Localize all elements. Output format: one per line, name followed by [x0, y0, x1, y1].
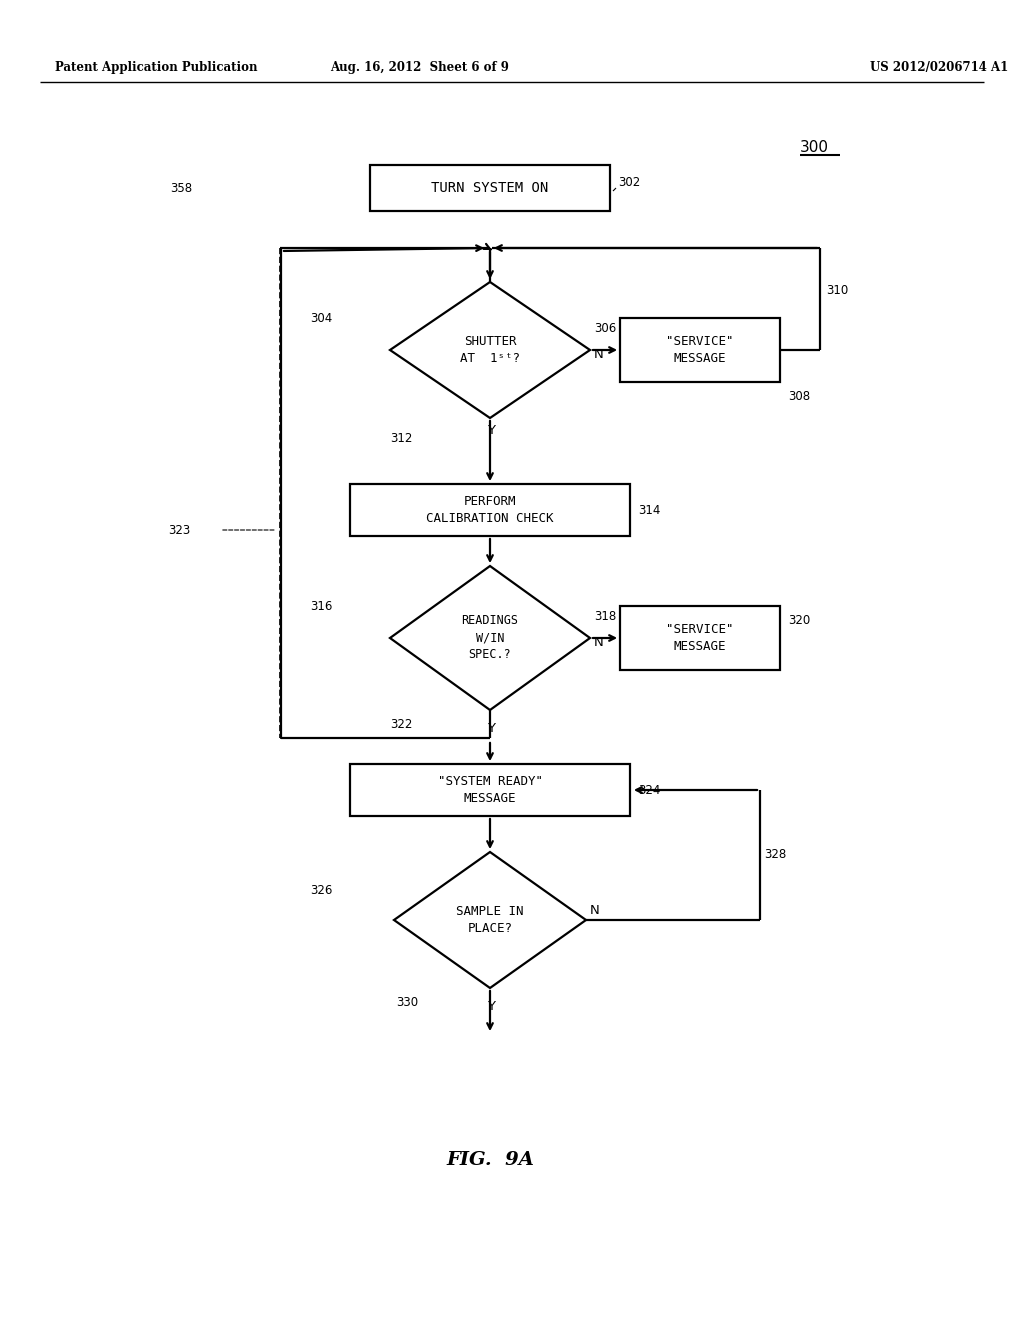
- Text: 312: 312: [390, 432, 413, 445]
- Text: US 2012/0206714 A1: US 2012/0206714 A1: [870, 62, 1009, 74]
- Bar: [370, 165, 610, 211]
- Text: 358: 358: [170, 181, 193, 194]
- Text: 302: 302: [618, 176, 640, 189]
- Text: 310: 310: [826, 284, 848, 297]
- Text: N: N: [594, 635, 604, 648]
- Text: 324: 324: [638, 784, 660, 796]
- Text: N: N: [590, 903, 600, 916]
- Polygon shape: [394, 851, 586, 987]
- Text: Y: Y: [487, 424, 495, 437]
- Text: 308: 308: [788, 389, 810, 403]
- Text: "SERVICE"
MESSAGE: "SERVICE" MESSAGE: [667, 623, 734, 653]
- Text: Patent Application Publication: Patent Application Publication: [55, 62, 257, 74]
- Text: SHUTTER
AT  1ˢᵗ?: SHUTTER AT 1ˢᵗ?: [460, 335, 520, 366]
- Text: Y: Y: [487, 722, 495, 734]
- Text: TURN SYSTEM ON: TURN SYSTEM ON: [431, 181, 549, 195]
- Polygon shape: [390, 566, 590, 710]
- Text: "SERVICE"
MESSAGE: "SERVICE" MESSAGE: [667, 335, 734, 366]
- Polygon shape: [390, 282, 590, 418]
- Text: 300: 300: [800, 140, 829, 156]
- Text: 316: 316: [310, 599, 333, 612]
- Text: 322: 322: [390, 718, 413, 730]
- Bar: [350, 764, 630, 816]
- Text: 330: 330: [396, 995, 418, 1008]
- Text: "SYSTEM READY"
MESSAGE: "SYSTEM READY" MESSAGE: [437, 775, 543, 805]
- Text: 326: 326: [310, 883, 333, 896]
- Text: Aug. 16, 2012  Sheet 6 of 9: Aug. 16, 2012 Sheet 6 of 9: [331, 62, 509, 74]
- Bar: [350, 484, 630, 536]
- Text: 314: 314: [638, 503, 660, 516]
- Text: 323: 323: [168, 524, 190, 536]
- Text: READINGS
W/IN
SPEC.?: READINGS W/IN SPEC.?: [462, 615, 518, 661]
- Text: N: N: [594, 347, 604, 360]
- Text: SAMPLE IN
PLACE?: SAMPLE IN PLACE?: [457, 906, 523, 935]
- Text: Y: Y: [487, 999, 495, 1012]
- Text: 328: 328: [764, 849, 786, 862]
- Text: 320: 320: [788, 614, 810, 627]
- Text: 304: 304: [310, 312, 332, 325]
- Bar: [620, 606, 780, 671]
- Bar: [620, 318, 780, 381]
- Text: PERFORM
CALIBRATION CHECK: PERFORM CALIBRATION CHECK: [426, 495, 554, 525]
- Text: 306: 306: [594, 322, 616, 334]
- Text: 318: 318: [594, 610, 616, 623]
- Text: FIG.  9A: FIG. 9A: [446, 1151, 534, 1170]
